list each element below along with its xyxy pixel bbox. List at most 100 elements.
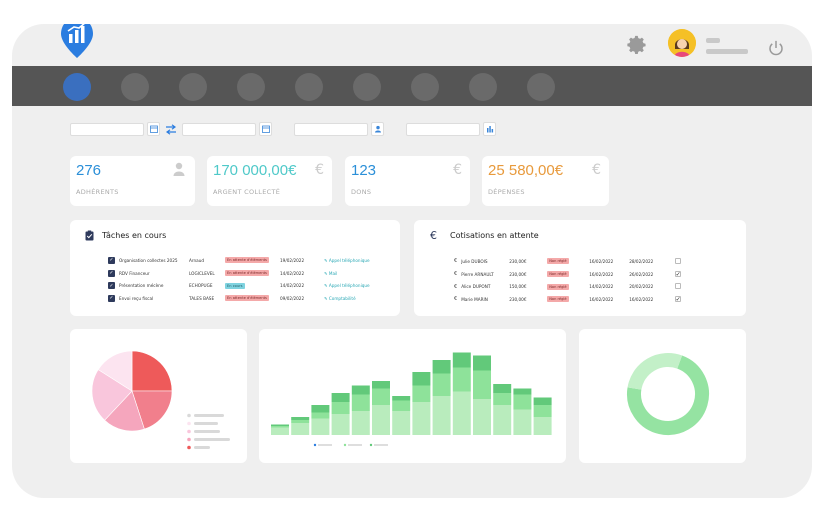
user-icon[interactable] — [371, 122, 384, 136]
kpi-card-adherents[interactable]: 276 ADHÉRENTS — [70, 156, 195, 206]
bar-segment[interactable] — [473, 370, 491, 400]
table-row[interactable]: € Pierre ARNAULT 230,00€ Non réglé 16/02/202… — [452, 268, 683, 281]
checkbox-checked-icon[interactable]: ✓ — [108, 294, 115, 302]
checkbox-checked-icon[interactable]: ✓ — [108, 256, 115, 264]
bar-segment[interactable] — [452, 391, 471, 436]
kpi-label: ADHÉRENTS — [76, 188, 119, 196]
paid-checkbox[interactable] — [675, 283, 682, 290]
bar-segment[interactable] — [351, 385, 370, 395]
bar-segment[interactable] — [493, 393, 512, 405]
bar-segment[interactable] — [392, 396, 411, 401]
nav-item-3[interactable] — [179, 73, 207, 101]
category-filter-input[interactable] — [406, 123, 480, 136]
pie-slice-4[interactable] — [91, 369, 133, 421]
bar-segment[interactable] — [331, 393, 350, 402]
bar-segment[interactable] — [392, 400, 411, 412]
pie-slice-1[interactable] — [131, 350, 173, 392]
end-date-input[interactable] — [182, 123, 256, 136]
bar-segment[interactable] — [533, 417, 552, 435]
bar-segment[interactable] — [311, 412, 330, 419]
bar-segment[interactable] — [331, 414, 350, 435]
nav-item-2[interactable] — [121, 73, 149, 101]
table-row[interactable]: € Marie MARIN 230,00€ Non réglé 16/02/2022 16… — [452, 293, 683, 306]
euro-cell: € — [452, 268, 459, 281]
bar-segment[interactable] — [513, 388, 532, 395]
paid-checkbox[interactable] — [675, 257, 682, 264]
nav-item-5[interactable] — [295, 73, 323, 101]
legend-label-placeholder — [194, 446, 210, 449]
avatar[interactable] — [668, 29, 696, 57]
calendar-icon[interactable] — [147, 122, 160, 136]
bar-segment[interactable] — [473, 399, 491, 435]
member-status: Non réglé — [545, 255, 587, 268]
table-row[interactable]: ✓ Envoi reçu fiscal TALES BASE En attente d… — [106, 292, 372, 305]
bar-segment[interactable] — [291, 417, 310, 420]
table-row[interactable]: ✓ Organisation collectes 2025 Arnaud En att… — [106, 254, 372, 267]
bar-segment[interactable] — [432, 396, 451, 435]
table-row[interactable]: ✓ RDV Financeur LOGICLEVEL En attente d'élé… — [106, 267, 372, 280]
member-name: Alice DUPONT — [459, 280, 507, 293]
pie-slice-2[interactable] — [131, 390, 173, 430]
bar-segment[interactable] — [271, 426, 289, 428]
nav-item-1[interactable] — [63, 73, 91, 101]
pie-slice-5[interactable] — [97, 350, 133, 392]
bar-segment[interactable] — [432, 360, 451, 374]
bar-segment[interactable] — [291, 423, 310, 435]
nav-item-8[interactable] — [469, 73, 497, 101]
table-row[interactable]: € Alice DUPONT 150,00€ Non réglé 14/02/2022 2… — [452, 280, 683, 293]
bar-segment[interactable] — [432, 373, 451, 397]
bar-segment[interactable] — [493, 384, 512, 393]
bar-segment[interactable] — [513, 394, 532, 410]
bar-segment[interactable] — [452, 352, 471, 368]
swap-arrows-icon[interactable] — [165, 124, 177, 135]
bar-segment[interactable] — [331, 402, 350, 414]
bar-segment[interactable] — [533, 405, 552, 417]
bar-segment[interactable] — [513, 409, 532, 436]
pie-slice-3[interactable] — [104, 390, 145, 432]
calendar-icon[interactable] — [259, 122, 272, 136]
bar-segment[interactable] — [493, 405, 512, 435]
checkbox-checked-icon[interactable]: ✓ — [108, 269, 115, 277]
nav-item-6[interactable] — [353, 73, 381, 101]
paid-checkbox[interactable]: ✓ — [675, 295, 682, 303]
table-row[interactable]: € Julie DUBOIS 230,00€ Non réglé 16/02/2022 2… — [452, 255, 683, 268]
bar-segment[interactable] — [311, 418, 330, 436]
nav-item-7[interactable] — [411, 73, 439, 101]
power-icon[interactable] — [767, 39, 785, 57]
bar-segment[interactable] — [372, 381, 390, 389]
bar-segment[interactable] — [412, 385, 431, 403]
bar-segment[interactable] — [372, 405, 390, 435]
bar-segment[interactable] — [271, 424, 289, 427]
bar-segment[interactable] — [271, 427, 289, 436]
bar-segment[interactable] — [473, 355, 491, 371]
bar-segment[interactable] — [412, 402, 431, 435]
bar-segment[interactable] — [452, 367, 471, 392]
bar-segment[interactable] — [372, 388, 390, 406]
nav-item-4[interactable] — [237, 73, 265, 101]
bar-segment[interactable] — [351, 394, 370, 412]
nav-item-9[interactable] — [527, 73, 555, 101]
member-filter-input[interactable] — [294, 123, 368, 136]
task-action: ✎ Appel téléphonique — [322, 254, 372, 267]
paid-checkbox[interactable]: ✓ — [675, 270, 682, 278]
bar-segment[interactable] — [392, 411, 411, 435]
bar-segment[interactable] — [533, 397, 552, 406]
bar-segment[interactable] — [412, 372, 431, 386]
bar-segment[interactable] — [291, 420, 310, 423]
kpi-card-dons[interactable]: 123 DONS € — [345, 156, 470, 206]
kpi-card-argent-collecte[interactable]: 170 000,00€ ARGENT COLLECTÉ € — [207, 156, 332, 206]
donut-segment-2[interactable] — [627, 353, 683, 391]
bar-segment[interactable] — [351, 411, 370, 435]
bar-chart-map-pin-icon[interactable] — [59, 24, 95, 60]
bar-chart-icon[interactable] — [483, 122, 496, 136]
legend-swatch — [369, 443, 373, 447]
kpi-card-depenses[interactable]: 25 580,00€ DÉPENSES € — [482, 156, 609, 206]
bar-segment[interactable] — [311, 405, 330, 413]
donut-segment-1[interactable] — [627, 355, 709, 435]
start-date-input[interactable] — [70, 123, 144, 136]
legend-label-placeholder — [348, 444, 362, 446]
task-owner-text: LOGICLEVEL — [189, 270, 215, 276]
checkbox-checked-icon[interactable]: ✓ — [108, 282, 115, 290]
gear-icon[interactable] — [626, 34, 648, 56]
table-row[interactable]: ✓ Présentation mécène ECHOPUGE En cours 14/0… — [106, 279, 372, 292]
